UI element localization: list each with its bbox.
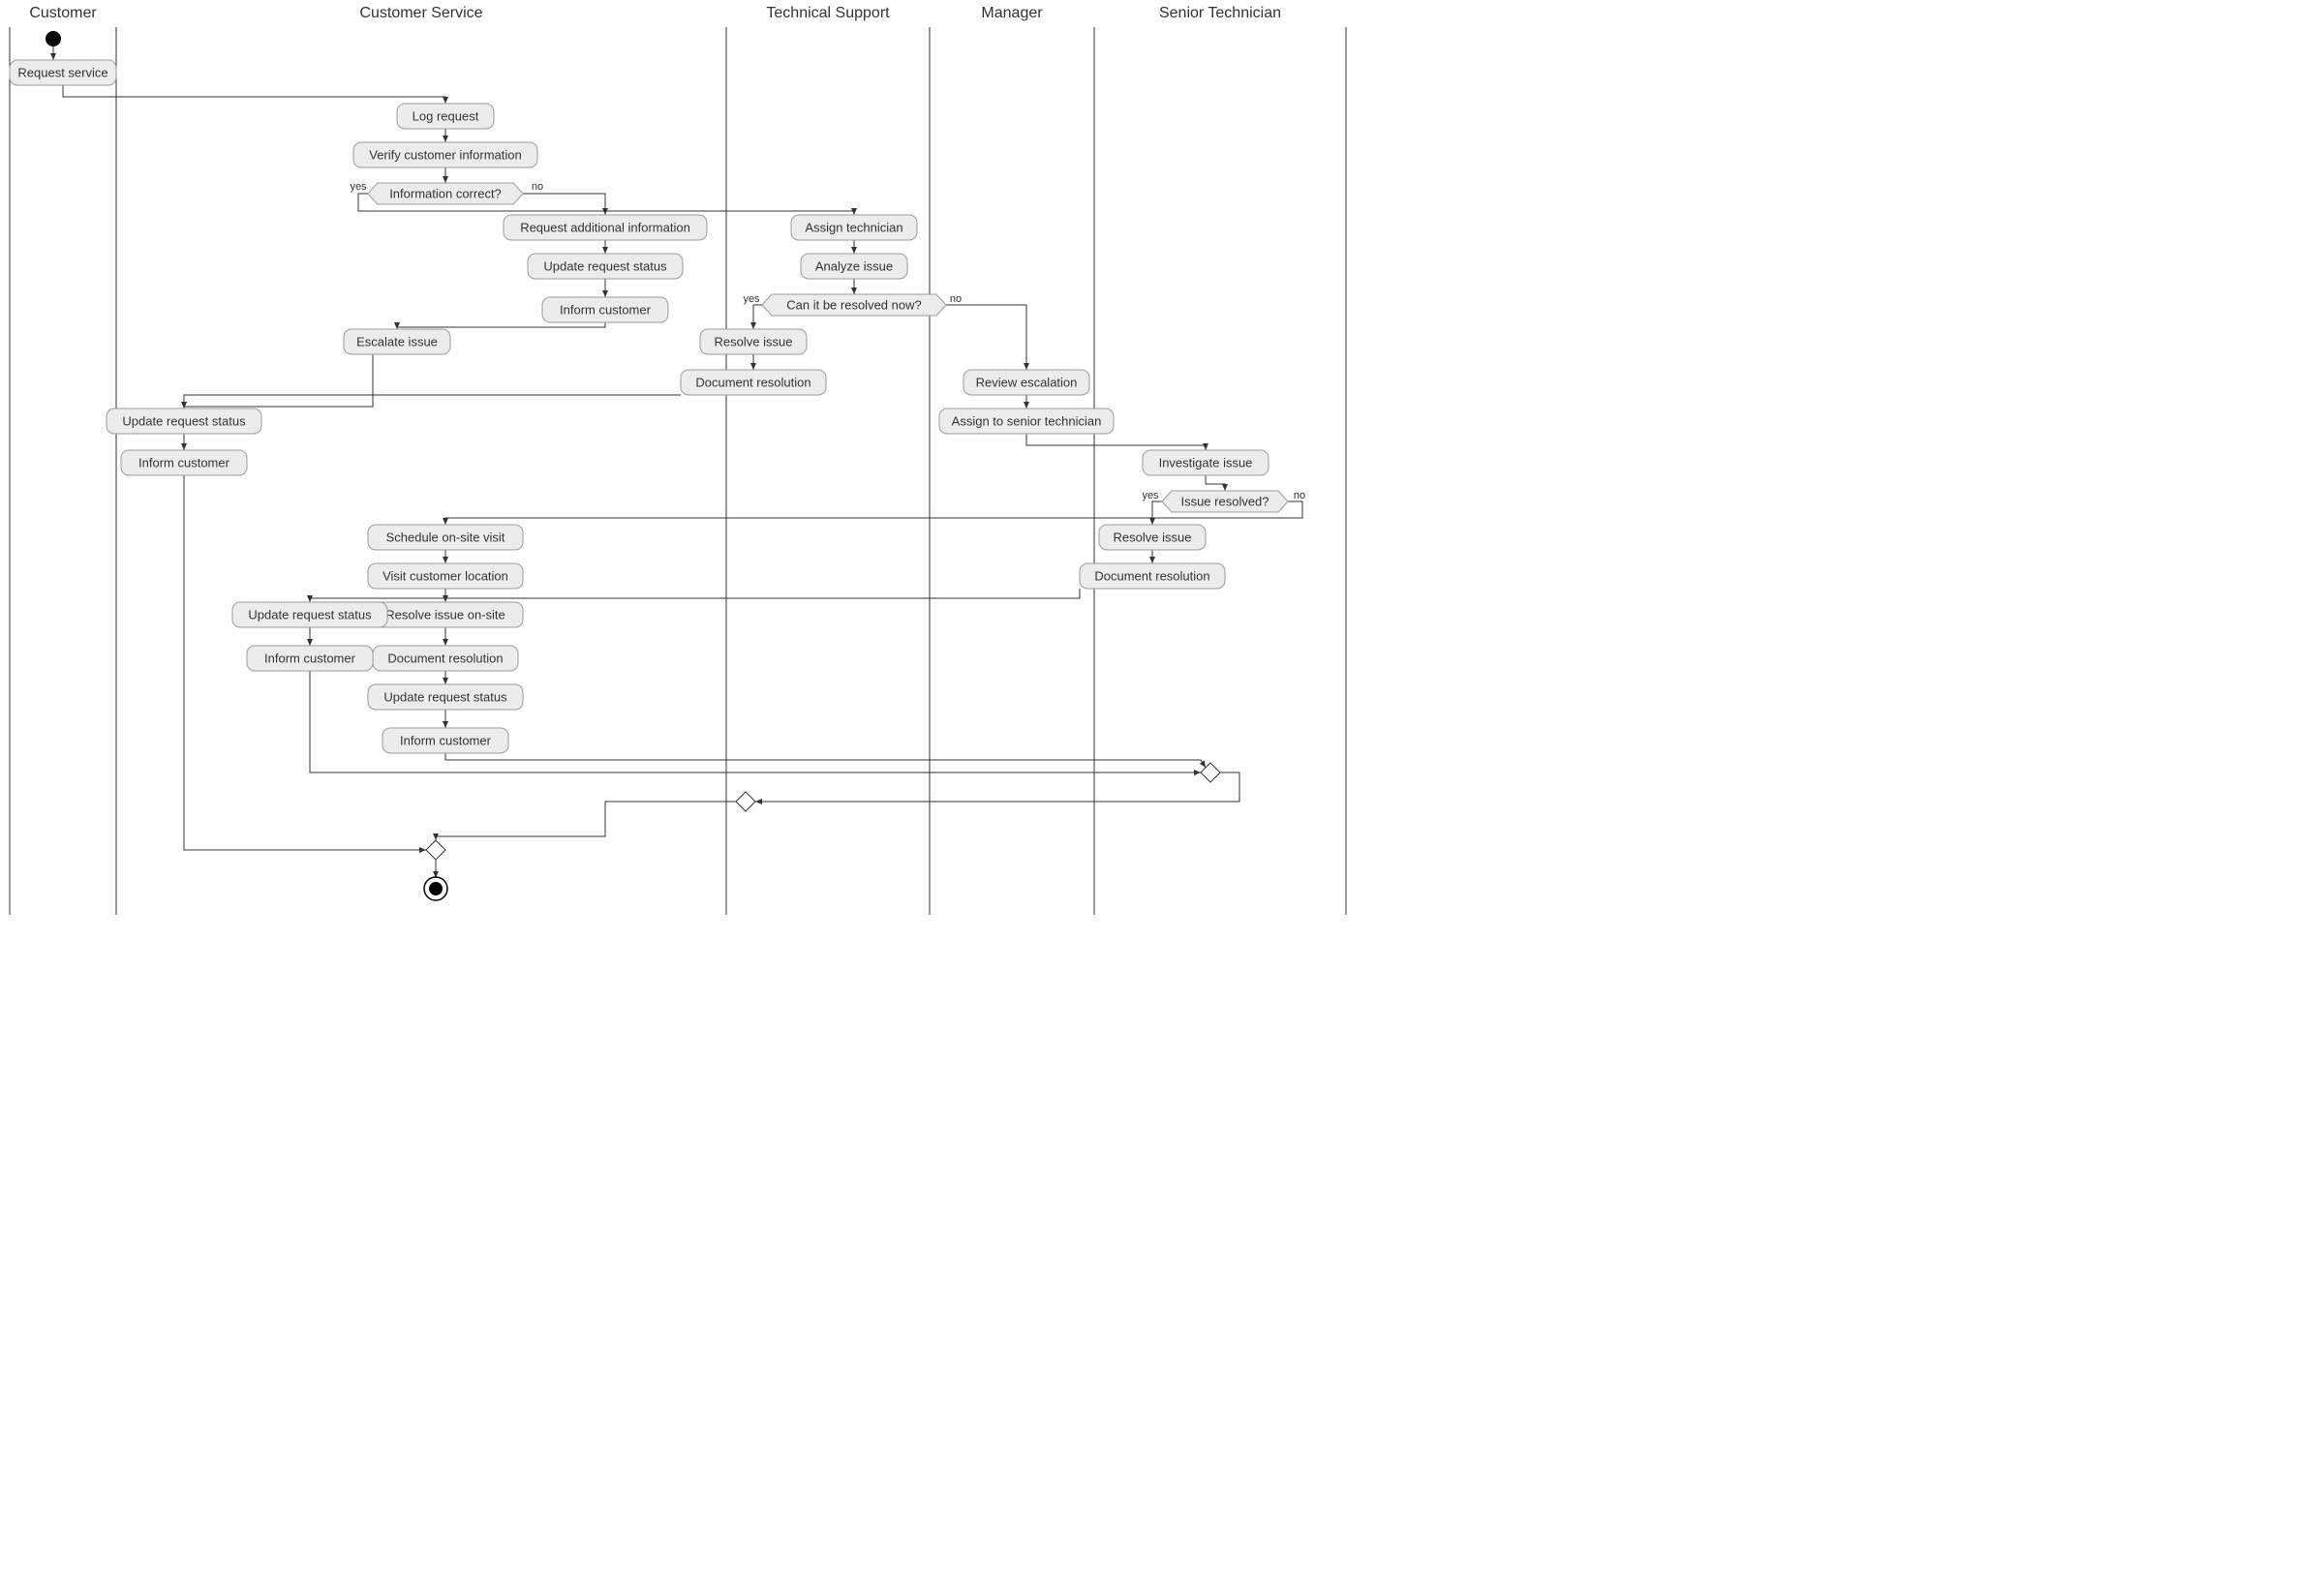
edge <box>445 753 1206 768</box>
edge-label: yes <box>350 181 367 193</box>
edge <box>1026 434 1206 450</box>
activity-label: Update request status <box>543 259 667 274</box>
edge <box>310 589 1080 602</box>
edge-label: yes <box>1142 490 1159 501</box>
start-node <box>46 31 61 46</box>
activity-label: Request additional information <box>520 221 690 235</box>
activity-label: Update request status <box>248 608 372 622</box>
activity-label: Escalate issue <box>356 335 438 349</box>
merge-node <box>426 840 445 860</box>
end-node-inner <box>429 882 443 895</box>
activity-label: Resolve issue <box>1114 530 1192 545</box>
merge-node <box>736 792 755 811</box>
edge <box>1152 501 1162 525</box>
edge-label: yes <box>743 293 760 305</box>
activity-label: Investigate issue <box>1159 456 1253 470</box>
edge-label: no <box>950 293 962 305</box>
activity-label: Analyze issue <box>815 259 893 274</box>
activity-label: Update request status <box>122 414 246 429</box>
edge <box>184 354 373 409</box>
activity-label: Assign technician <box>805 221 902 235</box>
edge <box>397 322 605 329</box>
edge <box>63 85 445 104</box>
activity-label: Document resolution <box>387 652 503 666</box>
edge <box>436 802 736 840</box>
activity-label: Inform customer <box>138 456 230 470</box>
activity-label: Document resolution <box>695 376 810 390</box>
activity-label: Visit customer location <box>382 569 508 584</box>
decision-label: Information correct? <box>389 187 502 201</box>
edge <box>755 773 1239 802</box>
lane-title: Customer Service <box>359 5 482 21</box>
activity-label: Inform customer <box>400 734 492 748</box>
activity-label: Update request status <box>383 690 507 705</box>
edge-label: no <box>1294 490 1305 501</box>
activity-label: Log request <box>413 109 479 124</box>
decision-label: Can it be resolved now? <box>786 298 921 313</box>
lane-title: Senior Technician <box>1159 5 1281 21</box>
activity-label: Schedule on-site visit <box>386 530 505 545</box>
activity-label: Assign to senior technician <box>952 414 1102 429</box>
merge-node <box>1201 763 1220 782</box>
edge <box>523 194 605 215</box>
edge <box>1206 475 1225 491</box>
activity-label: Inform customer <box>264 652 356 666</box>
activity-diagram: Customer Customer Service Technical Suppor… <box>0 0 1356 920</box>
lane-title: Technical Support <box>766 5 890 21</box>
lane-title: Customer <box>29 5 97 21</box>
lane-title: Manager <box>981 5 1043 21</box>
activity-label: Request service <box>17 66 107 80</box>
activity-label: Resolve issue <box>715 335 793 349</box>
activity-label: Review escalation <box>976 376 1078 390</box>
activity-label: Document resolution <box>1094 569 1209 584</box>
edge <box>753 305 762 329</box>
edge <box>946 305 1026 370</box>
decision-label: Issue resolved? <box>1180 495 1269 509</box>
activity-label: Inform customer <box>560 303 652 318</box>
activity-label: Resolve issue on-site <box>385 608 505 622</box>
edge-label: no <box>532 181 543 193</box>
activity-label: Verify customer information <box>369 148 522 163</box>
